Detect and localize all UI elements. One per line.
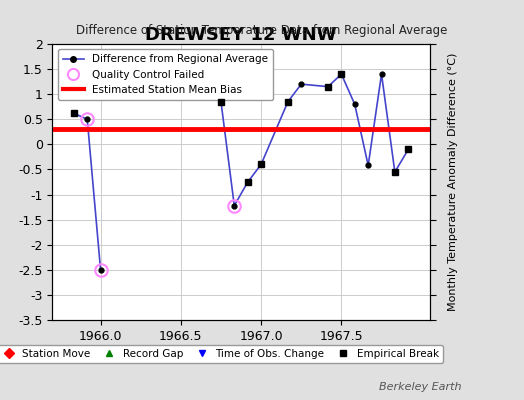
Text: Difference of Station Temperature Data from Regional Average: Difference of Station Temperature Data f… — [77, 24, 447, 37]
Legend: Station Move, Record Gap, Time of Obs. Change, Empirical Break: Station Move, Record Gap, Time of Obs. C… — [0, 345, 443, 363]
Text: Berkeley Earth: Berkeley Earth — [379, 382, 461, 392]
Title: DREWSEY 12 WNW: DREWSEY 12 WNW — [145, 26, 337, 44]
Y-axis label: Monthly Temperature Anomaly Difference (°C): Monthly Temperature Anomaly Difference (… — [449, 53, 458, 311]
